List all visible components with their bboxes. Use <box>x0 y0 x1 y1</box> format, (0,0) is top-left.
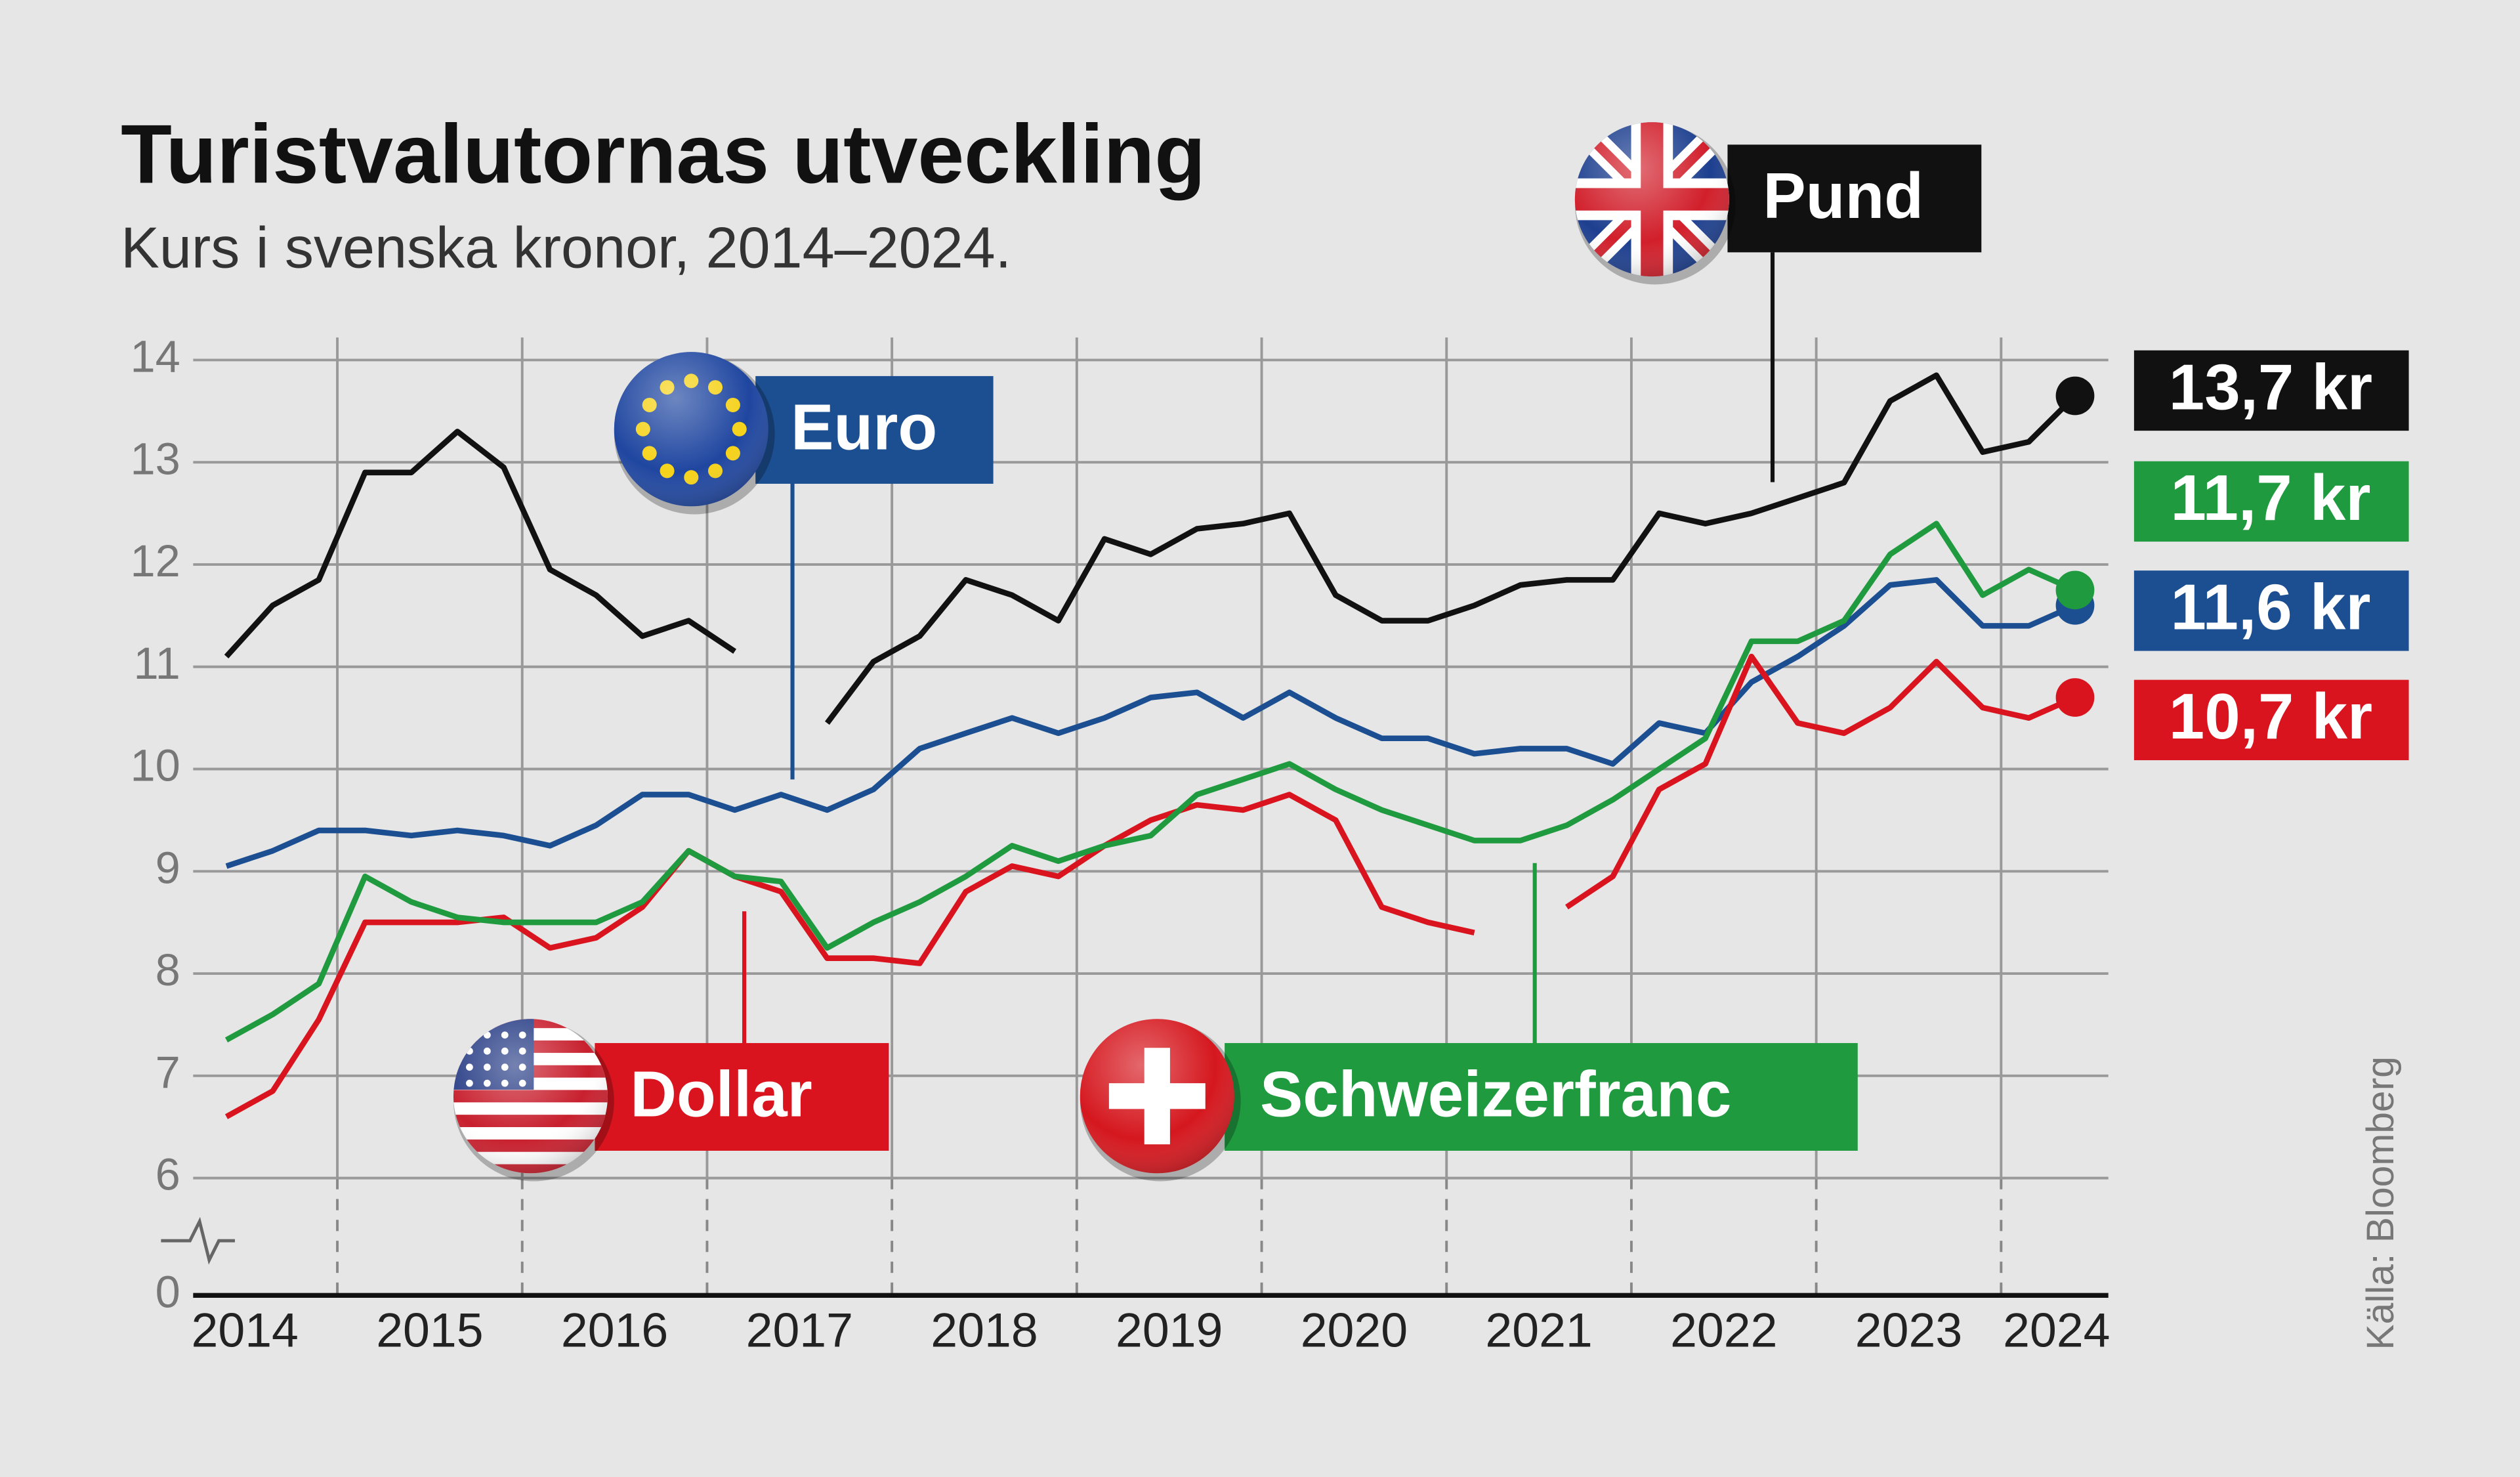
line <box>224 521 2076 1043</box>
y-tick-label: 13 <box>130 433 180 484</box>
flag-shine <box>1574 122 1729 277</box>
plot: 0 6 7 8 9 10 11 12 13 14 2014 2015 2016 2017 2018 2019 2… <box>130 122 2409 1358</box>
line <box>224 653 2076 1119</box>
line <box>224 372 2078 725</box>
y-tick-label: 8 <box>156 945 180 995</box>
end-label-box <box>2133 679 2409 761</box>
end-label-box <box>2133 350 2409 431</box>
x-tick-label: 2020 <box>1301 1304 1408 1358</box>
x-tick-label: 2014 <box>192 1304 299 1358</box>
flag-shine <box>614 352 768 507</box>
axis-break <box>161 1216 235 1265</box>
legend-box <box>1225 1042 1858 1151</box>
y-tick-label: 14 <box>130 332 180 382</box>
line <box>225 577 2076 869</box>
y-tick-label: 11 <box>134 638 180 689</box>
y-tick-label: 7 <box>156 1047 180 1098</box>
end-label-box <box>2133 570 2409 651</box>
end-label: 10,7 kr <box>2169 680 2372 752</box>
legend-box <box>1727 144 1982 253</box>
source: Källa: Bloomberg <box>2359 1056 2402 1350</box>
flag-shine <box>453 1019 608 1174</box>
x-tick-label: 2022 <box>1670 1304 1777 1358</box>
flag-icon <box>1080 1019 1241 1182</box>
legend-label: Schweizerfranc <box>1260 1058 1731 1130</box>
y-tick-label: 9 <box>156 842 180 893</box>
x-tick-label: 2015 <box>376 1304 483 1358</box>
x-tick-label: 2024 <box>2003 1304 2110 1358</box>
legend-box <box>755 375 994 484</box>
end-label: 11,6 kr <box>2171 571 2371 643</box>
flag-icon <box>614 352 775 515</box>
end-label-box <box>2133 461 2409 542</box>
y-tick-label: 6 <box>156 1149 180 1200</box>
flag-icon <box>1574 122 1736 285</box>
end-dot <box>2055 376 2095 416</box>
x-tick-label: 2018 <box>931 1304 1038 1358</box>
y-tick-label: 12 <box>130 536 180 586</box>
end-label: 13,7 kr <box>2169 351 2372 423</box>
flag-shine <box>1080 1019 1234 1174</box>
end-dot <box>2055 570 2095 610</box>
x-tick-label: 2019 <box>1116 1304 1223 1358</box>
end-label: 11,7 kr <box>2171 461 2371 534</box>
end-dot <box>2055 678 2095 717</box>
legend-label: Dollar <box>630 1058 812 1130</box>
x-tick-label: 2021 <box>1485 1304 1592 1358</box>
x-tick-label: 2016 <box>561 1304 668 1358</box>
x-tick-label: 2017 <box>746 1304 853 1358</box>
x-tick-label: 2023 <box>1855 1304 1962 1358</box>
flag-icon <box>453 1019 614 1182</box>
y-tick-label: 0 <box>156 1266 180 1317</box>
legend-box <box>595 1042 889 1151</box>
legend-label: Euro <box>791 391 937 463</box>
chart-title: Turistvalutornas utveckling <box>121 107 1206 200</box>
chart-subtitle: Kurs i svenska kronor, 2014–2024. <box>121 215 1011 280</box>
y-tick-label: 10 <box>130 740 180 791</box>
legend-label: Pund <box>1763 160 1923 232</box>
